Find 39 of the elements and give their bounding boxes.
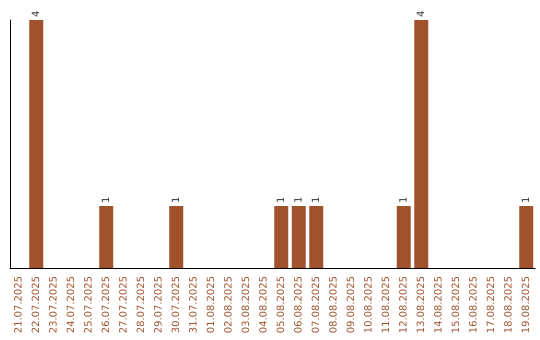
data-label: 1	[310, 196, 322, 203]
data-label: 1	[520, 196, 532, 203]
x-tick-label: 15.08.2025	[450, 276, 462, 334]
x-tick-label: 29.07.2025	[153, 276, 164, 334]
x-tick-label: 27.07.2025	[118, 276, 130, 334]
data-label: 1	[170, 196, 182, 203]
x-tick-label: 12.08.2025	[398, 276, 410, 334]
x-tick-label: 05.08.2025	[276, 276, 287, 334]
x-tick-label: 18.08.2025	[503, 276, 514, 334]
x-tick-label: 16.08.2025	[468, 276, 480, 334]
data-label: 1	[293, 196, 304, 203]
x-tick-label: 10.08.2025	[363, 276, 374, 334]
x-tick-label: 17.08.2025	[486, 276, 497, 334]
x-tick-label: 09.08.2025	[346, 276, 357, 334]
x-tick-label: 08.08.2025	[328, 276, 340, 334]
x-tick-label: 30.07.2025	[170, 276, 182, 334]
x-tick-label: 01.08.2025	[206, 276, 217, 334]
x-tick-label: 04.08.2025	[258, 276, 270, 334]
x-tick-label: 07.08.2025	[310, 276, 322, 334]
data-label: 4	[30, 10, 42, 17]
x-tick-label: 11.08.2025	[380, 276, 392, 334]
data-label: 1	[100, 196, 112, 203]
x-tick-label: 23.07.2025	[48, 276, 60, 334]
x-tick-label: 31.07.2025	[188, 276, 200, 334]
data-label: 4	[416, 10, 427, 17]
x-tick-label: 14.08.2025	[433, 276, 444, 334]
data-label: 1	[276, 196, 287, 203]
x-tick-label: 06.08.2025	[293, 276, 304, 334]
x-tick-label: 25.07.2025	[83, 276, 94, 334]
x-tick-label: 26.07.2025	[100, 276, 112, 334]
x-tick-label: 21.07.2025	[13, 276, 24, 334]
x-tick-label: 02.08.2025	[223, 276, 234, 334]
data-label: 1	[398, 196, 410, 203]
x-tick-label: 28.07.2025	[136, 276, 147, 334]
x-tick-label: 22.07.2025	[30, 276, 42, 334]
x-tick-label: 13.08.2025	[416, 276, 427, 334]
x-tick-label: 03.08.2025	[240, 276, 252, 334]
x-tick-label: 19.08.2025	[520, 276, 532, 334]
x-tick-label: 24.07.2025	[66, 276, 77, 334]
